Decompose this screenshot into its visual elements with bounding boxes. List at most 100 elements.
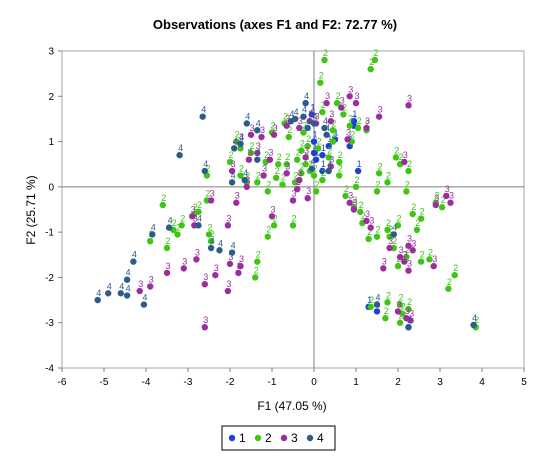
point-label-series-2: 2	[407, 297, 412, 307]
point-label-series-3: 3	[396, 299, 401, 309]
point-label-series-4: 4	[132, 250, 137, 260]
point-label-series-3: 3	[411, 238, 416, 248]
point-series-4	[207, 244, 215, 252]
point-series-2	[384, 299, 391, 306]
point-series-3	[201, 324, 208, 331]
point-series-2	[352, 183, 360, 191]
point-label-series-2: 2	[401, 302, 406, 312]
point-label-series-2: 2	[407, 159, 412, 169]
point-label-series-2: 2	[420, 207, 425, 217]
point-series-2	[304, 142, 311, 150]
point-label-series-1: 1	[315, 148, 320, 158]
point-label-series-3: 3	[296, 177, 301, 187]
point-label-series-2: 2	[294, 170, 299, 180]
point-series-3	[363, 217, 370, 225]
point-series-2	[367, 65, 374, 73]
point-series-2	[371, 56, 379, 64]
point-label-series-4: 4	[168, 216, 173, 226]
point-label-series-3: 3	[365, 116, 370, 126]
point-label-series-3: 3	[308, 109, 313, 119]
point-label-series-2: 2	[357, 116, 362, 126]
point-series-2	[382, 314, 389, 322]
point-label-series-2: 2	[405, 179, 410, 189]
point-label-series-4: 4	[375, 293, 380, 303]
point-label-series-3: 3	[407, 234, 412, 244]
point-label-series-3: 3	[256, 141, 261, 151]
point-label-series-2: 2	[306, 134, 311, 144]
point-label-series-3: 3	[304, 145, 309, 155]
x-tick-label: -4	[142, 377, 151, 388]
point-label-series-3: 3	[352, 198, 357, 208]
point-series-2	[357, 208, 364, 215]
point-series-1	[310, 149, 318, 157]
point-label-series-4: 4	[201, 105, 206, 115]
point-label-series-3: 3	[365, 209, 370, 219]
point-label-series-2: 2	[205, 188, 210, 198]
point-label-series-3: 3	[348, 191, 353, 201]
point-series-2	[417, 258, 425, 265]
point-series-2	[264, 188, 271, 195]
point-series-1	[319, 167, 326, 175]
point-label-series-3: 3	[228, 252, 233, 262]
x-tick-label: 5	[521, 377, 527, 388]
point-series-3	[350, 206, 358, 213]
point-label-series-3: 3	[260, 125, 265, 135]
point-label-series-2: 2	[392, 236, 397, 246]
point-series-4	[228, 249, 236, 256]
point-label-series-2: 2	[256, 250, 261, 260]
point-label-series-2: 2	[331, 130, 336, 140]
x-tick-label: -2	[226, 377, 235, 388]
point-label-series-2: 2	[228, 150, 233, 160]
point-series-3	[401, 158, 408, 166]
point-label-series-4: 4	[239, 132, 244, 142]
point-label-series-3: 3	[348, 84, 353, 94]
point-label-series-4: 4	[310, 157, 315, 167]
chart-title: Observations (axes F1 and F2: 72.77 %)	[153, 17, 397, 32]
point-label-series-3: 3	[285, 114, 290, 124]
point-label-series-4: 4	[304, 91, 309, 101]
point-label-series-4: 4	[107, 281, 112, 291]
point-label-series-3: 3	[298, 116, 303, 126]
point-label-series-2: 2	[338, 150, 343, 160]
point-label-series-2: 2	[256, 170, 261, 180]
point-series-2	[174, 231, 181, 238]
point-label-series-2: 2	[434, 191, 439, 201]
point-label-series-2: 2	[207, 222, 212, 232]
point-series-2	[384, 226, 391, 234]
point-label-series-2: 2	[161, 193, 166, 203]
point-series-3	[380, 265, 387, 272]
point-series-2	[302, 161, 309, 168]
point-label-series-3: 3	[249, 123, 254, 133]
point-series-3	[396, 253, 404, 261]
point-series-2	[384, 179, 391, 186]
point-series-2	[445, 285, 452, 292]
point-series-4	[321, 124, 328, 132]
point-label-series-4: 4	[231, 241, 236, 251]
point-series-2	[319, 108, 326, 116]
point-series-1	[312, 156, 320, 163]
point-series-3	[338, 104, 345, 111]
point-label-series-3: 3	[210, 188, 215, 198]
point-series-2	[405, 167, 412, 175]
point-series-4	[237, 140, 244, 148]
point-label-series-1: 1	[310, 102, 315, 112]
point-label-series-3: 3	[399, 245, 404, 255]
point-label-series-3: 3	[346, 127, 351, 137]
point-series-3	[430, 262, 437, 270]
point-label-series-3: 3	[231, 159, 236, 169]
point-label-series-1: 1	[333, 127, 338, 137]
point-label-series-2: 2	[319, 71, 324, 81]
point-label-series-2: 2	[415, 218, 420, 228]
point-series-2	[247, 149, 255, 157]
point-series-1	[354, 167, 362, 175]
point-label-series-3: 3	[407, 93, 412, 103]
point-series-2	[294, 156, 301, 163]
point-label-series-2: 2	[315, 179, 320, 189]
point-series-3	[409, 247, 416, 254]
point-label-series-4: 4	[289, 109, 294, 119]
point-series-4	[123, 292, 131, 299]
point-series-1	[350, 117, 358, 125]
point-label-series-2: 2	[386, 170, 391, 180]
point-series-2	[321, 56, 328, 64]
point-label-series-4: 4	[178, 143, 183, 153]
